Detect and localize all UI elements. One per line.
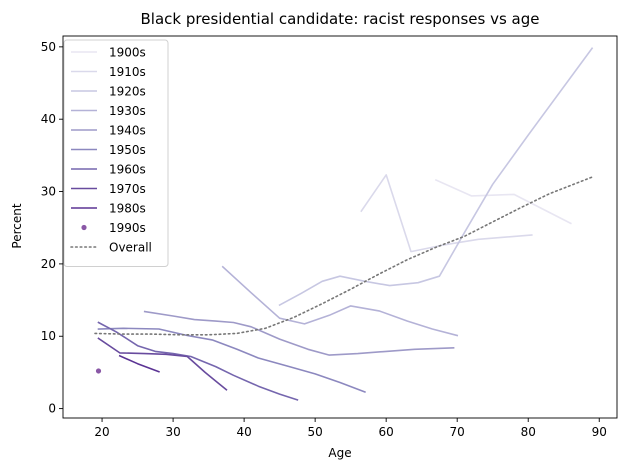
legend-1980s-label: 1980s [109,202,146,216]
y-tick-label: 30 [41,185,56,199]
legend-1960s-label: 1960s [109,163,146,177]
axes-frame [62,35,618,419]
legend-1990s-marker [81,224,87,231]
legend-1930s-label: 1930s [109,104,146,118]
plot-area [94,47,594,401]
x-tick-label: 50 [308,425,323,439]
legend-1900s-label: 1900s [109,46,146,60]
y-axis-label: Percent [10,203,24,248]
series-1910s-line [360,174,533,253]
series-1930s-line [221,265,459,337]
series-1900s-line [434,178,572,225]
series-1950s-line [97,327,366,394]
y-tick-label: 0 [48,402,56,416]
x-tick-label: 90 [592,425,607,439]
x-tick-label: 20 [94,425,109,439]
y-tick-label: 20 [41,257,56,271]
series-1960s-line [97,321,299,401]
legend-1970s-label: 1970s [109,182,146,196]
series-group [94,47,594,401]
x-axis-label: Age [328,446,351,460]
legend-1910s-label: 1910s [109,65,146,79]
legend-1990s-label: 1990s [109,221,146,235]
legend: 1900s 1910s 1920s 1930s 1940s 1950s 1960s 1970s… [63,39,169,267]
y-tick-label: 50 [41,40,56,54]
series-1920s-line [278,47,594,307]
axes: 20 30 40 50 60 70 80 90 0 10 20 30 40 50 [41,35,618,439]
series-1980s-line [118,354,160,373]
x-tick-label: 40 [236,425,251,439]
series-1990s-point [95,368,102,374]
legend-overall-label: Overall [109,241,152,255]
x-tick-label: 70 [450,425,465,439]
x-tick-label: 30 [165,425,180,439]
legend-box [63,39,169,267]
series-1940s-line [143,310,455,356]
x-tick-label: 80 [521,425,536,439]
chart-title: Black presidential candidate: racist res… [141,10,540,28]
y-tick-label: 40 [41,112,56,126]
y-tick-label: 10 [41,329,56,343]
legend-1950s-label: 1950s [109,143,146,157]
legend-1920s-label: 1920s [109,85,146,99]
legend-1940s-label: 1940s [109,124,146,138]
series-overall-line [94,176,593,336]
series-1970s-line [97,337,228,391]
x-tick-label: 60 [379,425,394,439]
